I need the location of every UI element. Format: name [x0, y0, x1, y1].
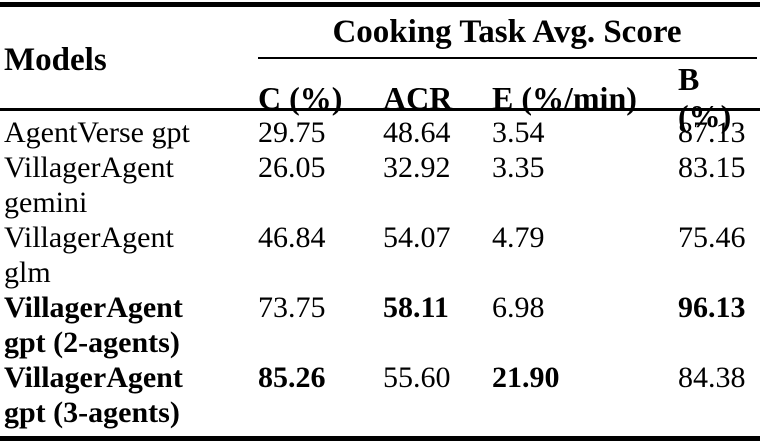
value-c: 85.26 — [258, 361, 326, 394]
value-e: 3.54 — [492, 116, 545, 149]
models-column-header: Models — [4, 41, 107, 78]
table-row-villageragent-gemini: VillagerAgent gemini 26.05 32.92 3.35 83… — [0, 150, 760, 220]
value-e: 6.98 — [492, 291, 545, 324]
model-name-line1: VillagerAgent — [4, 221, 174, 254]
value-e: 4.79 — [492, 221, 545, 254]
table-row-villageragent-glm: VillagerAgent glm 46.84 54.07 4.79 75.46 — [0, 220, 760, 290]
value-b: 83.15 — [678, 151, 746, 184]
value-c: 46.84 — [258, 221, 326, 254]
value-e: 21.90 — [492, 361, 560, 394]
value-b: 84.38 — [678, 361, 746, 394]
value-b: 96.13 — [678, 291, 746, 324]
model-name-line2: gemini — [4, 186, 88, 219]
value-b: 75.46 — [678, 221, 746, 254]
column-header-b: B (%) — [678, 61, 732, 134]
table-header: Models Cooking Task Avg. Score C (%) ACR… — [0, 7, 760, 134]
value-acr: 48.64 — [383, 116, 451, 149]
value-c: 26.05 — [258, 151, 326, 184]
header-body-rule — [0, 108, 760, 111]
model-name: AgentVerse gpt — [0, 115, 254, 150]
model-name-line1: VillagerAgent — [4, 361, 183, 394]
bottom-rule — [0, 436, 760, 441]
value-c: 73.75 — [258, 291, 326, 324]
model-name: VillagerAgent gemini — [0, 150, 254, 220]
model-name-line2: gpt (3-agents) — [4, 396, 180, 429]
model-name: VillagerAgent gpt (3-agents) — [0, 360, 254, 430]
group-header-title: Cooking Task Avg. Score — [332, 13, 682, 50]
table-row-villageragent-gpt-3agents: VillagerAgent gpt (3-agents) 85.26 55.60… — [0, 360, 760, 430]
value-e: 3.35 — [492, 151, 545, 184]
value-b: 87.13 — [678, 116, 746, 149]
model-name-line1: AgentVerse gpt — [4, 116, 190, 149]
model-name-line2: glm — [4, 256, 51, 289]
top-rule — [0, 2, 760, 7]
value-c: 29.75 — [258, 116, 326, 149]
value-acr: 55.60 — [383, 361, 451, 394]
value-acr: 54.07 — [383, 221, 451, 254]
model-name: VillagerAgent glm — [0, 220, 254, 290]
model-name-line2: gpt (2-agents) — [4, 326, 180, 359]
bottom-margin — [0, 441, 760, 447]
model-name-line1: VillagerAgent — [4, 291, 183, 324]
table-row-agentverse-gpt: AgentVerse gpt 29.75 48.64 3.54 87.13 — [0, 115, 760, 150]
value-acr: 58.11 — [383, 291, 449, 324]
value-acr: 32.92 — [383, 151, 451, 184]
table-row-villageragent-gpt-2agents: VillagerAgent gpt (2-agents) 73.75 58.11… — [0, 290, 760, 360]
model-name-line1: VillagerAgent — [4, 151, 174, 184]
model-name: VillagerAgent gpt (2-agents) — [0, 290, 254, 360]
group-header-rule — [258, 57, 757, 59]
table-body: AgentVerse gpt 29.75 48.64 3.54 87.13 Vi… — [0, 111, 760, 436]
